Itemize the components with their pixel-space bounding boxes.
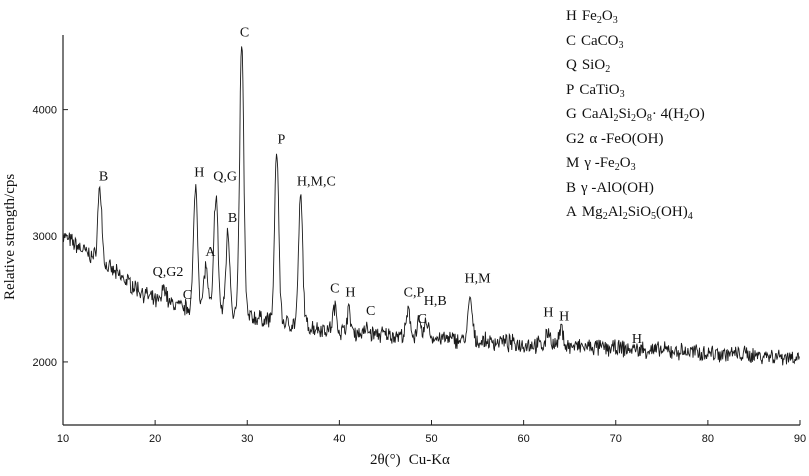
x-axis-label-angle: 2θ(°) (370, 452, 401, 468)
legend-item: Q SiO2 (566, 53, 705, 78)
x-tick-label: 80 (702, 433, 714, 445)
legend-formula-part: 2 (683, 113, 689, 124)
chart-ticks: 10 20 30 40 50 60 70 80 90 2000 3000 4000 (33, 105, 807, 445)
legend-code: M (566, 155, 580, 171)
legend-formula-part: O (619, 155, 631, 171)
chart-series (62, 46, 800, 366)
legend-item: C CaCO3 (566, 29, 705, 54)
x-tick-label: 30 (241, 433, 253, 445)
legend-formula-part: 8 (646, 113, 652, 124)
legend-formula-part: CaCO (581, 32, 619, 49)
legend-item: G CaAl2Si2O8· 4(H2O) (566, 102, 705, 127)
peak-label: C (418, 312, 427, 327)
legend-formula-part: O (636, 106, 647, 122)
legend-item: G2 α -FeO(OH) (566, 127, 705, 152)
legend-item: H Fe2O3 (566, 4, 705, 29)
peak-label: C (240, 25, 249, 40)
legend-formula-part: Al (607, 204, 623, 220)
y-axis-label: Relative strength/cps (2, 173, 18, 300)
legend-code: G (566, 106, 577, 122)
peak-label: C (366, 304, 375, 319)
peak-label: H,M,C (297, 174, 336, 189)
legend-formula-part: O) (688, 106, 705, 122)
peak-label: A (205, 245, 216, 260)
legend-formula-part: 3 (619, 88, 625, 100)
y-tick-label: 4000 (33, 105, 57, 117)
legend-formula-part: 3 (630, 162, 636, 173)
peak-label: H (345, 285, 355, 300)
y-tick-label: 2000 (33, 357, 57, 369)
peak-label: H (543, 306, 553, 321)
x-axis-label: 2θ(°) Cu-Kα (370, 452, 458, 469)
legend-formula-part: SiO (581, 57, 606, 73)
peak-label: H (194, 165, 204, 180)
x-tick-label: 10 (57, 433, 69, 445)
legend-formula-part: α -FeO(OH) (589, 130, 664, 147)
legend-formula-part: 3 (618, 39, 624, 51)
peak-label: C (330, 282, 339, 297)
legend-code: H (566, 8, 577, 24)
legend-formula-part: 2 (605, 64, 611, 75)
peak-label: B (228, 211, 237, 226)
legend-item: A Mg2Al2SiO5(OH)4 (566, 200, 705, 225)
legend-formula-part: 2 (614, 162, 620, 173)
legend: H Fe2O3 C CaCO3 Q SiO2 P CaTiO3 G CaAl2Si2O8· 4(H… (566, 4, 705, 225)
x-tick-label: 70 (610, 433, 622, 445)
legend-formula-part: 3 (612, 15, 618, 26)
legend-code: G2 (566, 130, 585, 147)
x-tick-label: 90 (794, 433, 806, 445)
legend-formula-part: · 4(H (651, 106, 684, 122)
xrd-series-line (62, 46, 800, 366)
legend-code: B (566, 179, 577, 196)
legend-formula-part: 5 (651, 211, 657, 222)
legend-formula-part: CaTiO (579, 81, 620, 98)
legend-formula-part: O (601, 8, 613, 24)
legend-formula-part: 4 (687, 211, 693, 222)
x-tick-label: 60 (518, 433, 530, 445)
legend-formula-part: Si (618, 106, 632, 122)
legend-formula-part: 2 (613, 113, 619, 124)
peak-label: Q,G2 (153, 265, 184, 280)
peak-label: P (277, 133, 285, 148)
peak-label: C,P (404, 285, 425, 300)
legend-formula-part: 2 (596, 15, 602, 26)
legend-formula-part: SiO (627, 204, 652, 220)
legend-formula-part: (OH) (656, 204, 688, 220)
legend-code: A (566, 204, 577, 220)
y-tick-label: 3000 (33, 231, 57, 243)
peak-label: H,M (465, 271, 492, 286)
legend-formula-part: γ -Fe (584, 155, 615, 171)
peak-label: B (99, 169, 108, 184)
x-tick-label: 20 (149, 433, 161, 445)
x-tick-label: 40 (333, 433, 345, 445)
peak-label: H,B (424, 294, 447, 309)
legend-formula-part: 2 (602, 211, 608, 222)
peak-label: H (632, 332, 642, 347)
peak-label: C (183, 288, 192, 303)
x-tick-label: 50 (425, 433, 437, 445)
legend-formula-part: Fe (581, 8, 597, 24)
legend-formula-part: 2 (622, 211, 628, 222)
legend-formula-part: 2 (631, 113, 637, 124)
legend-formula-part: Mg (581, 204, 603, 220)
legend-formula-part: CaAl (581, 106, 614, 122)
x-axis-label-radiation: Cu-Kα (408, 452, 450, 468)
legend-formula-part: γ -AlO(OH) (581, 179, 654, 196)
peak-label: Q,G (213, 169, 237, 184)
legend-item: P CaTiO3 (566, 78, 705, 103)
legend-code: C (566, 32, 577, 49)
legend-code: Q (566, 57, 577, 73)
peak-label: H (559, 309, 569, 324)
legend-code: P (566, 81, 575, 98)
